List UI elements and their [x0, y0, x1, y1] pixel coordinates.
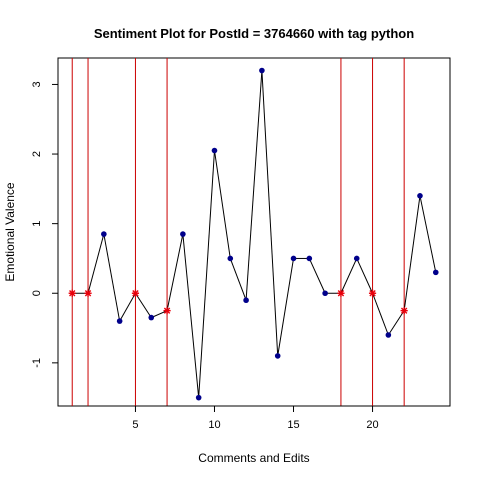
x-tick-label-5: 5: [132, 419, 138, 431]
y-axis-label: Emotional Valence: [3, 182, 17, 281]
data-point-edit-7: [163, 307, 171, 315]
series-segment-18: [340, 258, 358, 294]
series-segment-22: [403, 195, 421, 311]
data-point-comment-15: [290, 255, 297, 262]
data-point-comment-10: [211, 147, 218, 154]
series-segment-13: [261, 70, 279, 356]
y-tick-label-1: 1: [31, 221, 43, 227]
series-segment-6: [151, 310, 168, 319]
x-axis: 5 10 15 20: [132, 405, 379, 431]
data-point-comment-13: [259, 67, 265, 74]
data-point-comment-8: [180, 231, 186, 237]
data-point-comment-9: [195, 394, 202, 401]
data-point-comment-3: [101, 231, 107, 237]
data-point-comment-12: [243, 297, 249, 304]
data-point-comment-14: [274, 353, 281, 359]
y-tick-label-3: 3: [31, 81, 43, 87]
y-axis: -1 0 1 2 3: [31, 81, 59, 368]
series-segment-16: [308, 258, 326, 294]
series-segment-21: [387, 310, 405, 336]
series-segment-19: [356, 258, 374, 294]
x-tick-label-10: 10: [208, 419, 220, 431]
data-points: [68, 67, 439, 401]
series-segment-9: [198, 150, 215, 398]
series-segment-14: [277, 258, 295, 356]
series-segment-11: [229, 258, 247, 301]
plot-area-frame: [57, 57, 451, 407]
data-point-edit-2: [84, 289, 92, 297]
series-segment-4: [119, 293, 136, 322]
series-segment-8: [182, 234, 200, 398]
x-tick-label-15: 15: [287, 419, 299, 431]
series-segment-23: [419, 195, 437, 273]
y-tick-label-2: 2: [31, 151, 43, 157]
series-segment-5: [135, 292, 152, 318]
data-point-comment-24: [432, 269, 439, 276]
series-segment-7: [166, 233, 184, 311]
chart-title: Sentiment Plot for PostId = 3764660 with…: [94, 26, 414, 41]
y-tick-label--1: -1: [31, 358, 43, 368]
x-axis-label: Comments and Edits: [198, 451, 309, 465]
data-point-comment-17: [322, 290, 328, 297]
data-point-edit-18: [337, 289, 345, 297]
data-point-comment-23: [417, 193, 423, 199]
data-point-comment-4: [116, 318, 123, 324]
data-point-edit-20: [368, 289, 377, 297]
data-point-comment-21: [385, 332, 392, 338]
series-segment-3: [103, 233, 121, 322]
series-segment-10: [213, 150, 231, 259]
series-segment-20: [372, 293, 389, 336]
data-point-edit-5: [131, 289, 140, 297]
data-point-comment-19: [353, 255, 360, 262]
data-point-edit-22: [400, 307, 408, 315]
x-tick-label-20: 20: [366, 419, 378, 431]
vertical-marker-lines: [71, 58, 405, 406]
sentiment-series-line: [72, 70, 437, 398]
data-point-comment-6: [148, 314, 155, 321]
data-point-comment-11: [227, 255, 234, 262]
data-point-edit-1: [68, 289, 76, 297]
series-segment-12: [245, 70, 263, 301]
series-segment-2: [87, 233, 105, 294]
data-point-comment-16: [306, 255, 313, 262]
y-tick-label-0: 0: [31, 290, 43, 296]
